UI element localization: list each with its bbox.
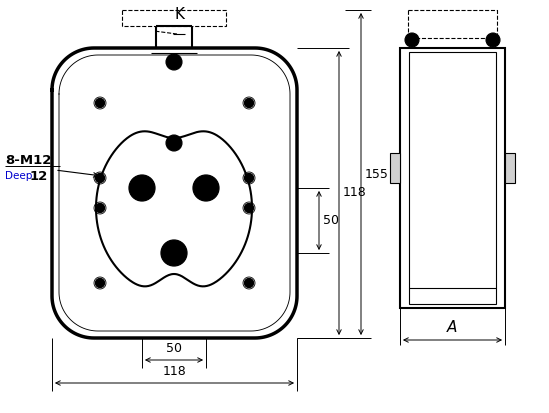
- Text: 50: 50: [166, 342, 182, 355]
- Circle shape: [244, 173, 254, 183]
- Circle shape: [166, 54, 182, 70]
- Circle shape: [405, 33, 419, 47]
- Circle shape: [166, 135, 182, 151]
- Circle shape: [486, 33, 500, 47]
- Bar: [400, 48, 505, 308]
- Circle shape: [244, 278, 254, 287]
- Text: 50: 50: [323, 214, 339, 227]
- Text: 118: 118: [343, 187, 367, 199]
- Text: 155: 155: [365, 168, 389, 180]
- Circle shape: [96, 98, 104, 107]
- Bar: [390, 153, 400, 183]
- Circle shape: [129, 175, 155, 201]
- Circle shape: [96, 204, 104, 213]
- Bar: [122, 10, 226, 26]
- Circle shape: [193, 175, 219, 201]
- Circle shape: [96, 173, 104, 183]
- Text: 12: 12: [30, 169, 48, 183]
- Circle shape: [161, 240, 187, 266]
- Bar: [505, 153, 515, 183]
- Bar: [409, 52, 496, 304]
- Circle shape: [244, 98, 254, 107]
- Circle shape: [96, 278, 104, 287]
- Text: 8-M12: 8-M12: [5, 154, 52, 168]
- Text: Deep: Deep: [5, 171, 32, 181]
- Text: A: A: [447, 320, 458, 335]
- Text: 118: 118: [163, 365, 186, 378]
- Circle shape: [244, 204, 254, 213]
- Text: K: K: [174, 7, 184, 22]
- Bar: [408, 10, 497, 38]
